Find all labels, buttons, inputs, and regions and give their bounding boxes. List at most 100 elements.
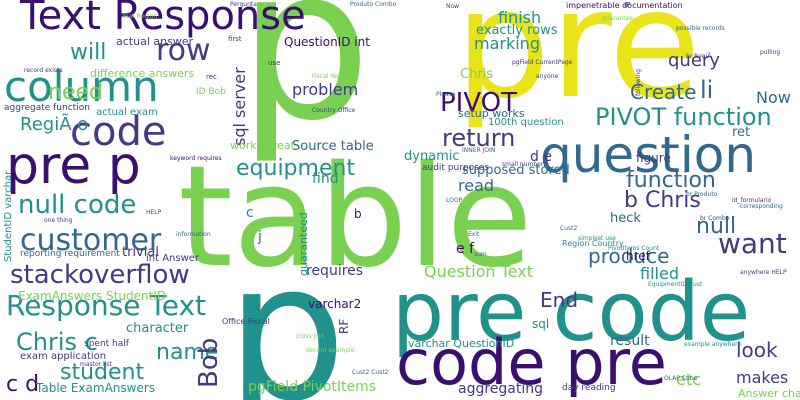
- cloud-word: guarantee: [602, 15, 633, 22]
- cloud-word: reporting requirement: [20, 249, 120, 259]
- cloud-word: id_formulario: [732, 197, 772, 204]
- cloud-word: stackoverflow: [10, 260, 190, 290]
- cloud-word: supposed stored: [462, 163, 570, 178]
- cloud-word: null code: [18, 190, 137, 220]
- cloud-word: filled: [640, 264, 679, 283]
- cloud-word: sql server: [230, 67, 249, 146]
- cloud-word: problem: [292, 80, 359, 99]
- cloud-word: 100th question: [488, 117, 564, 128]
- cloud-word: decent example: [306, 347, 355, 354]
- cloud-word: Chris c: [16, 328, 98, 356]
- cloud-word: want: [718, 227, 787, 260]
- cloud-word: pre code: [392, 265, 751, 360]
- cloud-word: p: [226, 222, 347, 400]
- cloud-word: exam application: [20, 351, 107, 362]
- cloud-word: customer: [20, 223, 162, 258]
- cloud-word: pgField CurrentPage: [512, 59, 573, 66]
- cloud-word: HELP: [146, 209, 162, 216]
- cloud-word: anywhere HELP: [740, 269, 787, 276]
- cloud-word: Exit: [468, 231, 480, 238]
- cloud-word: row: [156, 33, 211, 68]
- cloud-word: sum: [474, 251, 487, 258]
- cloud-word: Question Text: [424, 262, 534, 281]
- cloud-word: audit purposes: [422, 163, 490, 173]
- cloud-word: spent half: [84, 339, 129, 349]
- cloud-word: IP: [624, 1, 631, 9]
- cloud-word: equipment: [236, 156, 356, 181]
- cloud-word: read: [458, 176, 495, 195]
- cloud-word: RegiÃ o: [20, 114, 89, 135]
- cloud-word: setup works: [458, 107, 525, 120]
- cloud-word: br Combo: [700, 215, 730, 222]
- cloud-word: PIVOT: [440, 88, 518, 118]
- cloud-word: Now: [756, 88, 791, 107]
- cloud-word: e f: [456, 241, 474, 257]
- cloud-word: student: [60, 360, 145, 385]
- cloud-word: ExamAnswers StudentID: [18, 289, 167, 303]
- cloud-word: Cust2: [560, 225, 578, 232]
- cloud-word: requires: [306, 263, 364, 279]
- cloud-word: pulling: [760, 49, 781, 56]
- cloud-word: figure: [636, 151, 671, 165]
- cloud-word: c d: [6, 372, 40, 397]
- cloud-word: first: [228, 35, 242, 43]
- cloud-word: code: [70, 109, 167, 155]
- cloud-word: Region Country: [562, 239, 624, 248]
- cloud-word: Chris: [460, 67, 494, 82]
- cloud-word: aggregate function: [4, 103, 90, 113]
- cloud-word: mastor list: [80, 361, 112, 368]
- cloud-word: Cust2 Cust2: [352, 369, 389, 376]
- cloud-word: produce: [588, 244, 670, 268]
- cloud-word: pre p: [6, 136, 141, 196]
- cloud-word: li: [700, 76, 714, 104]
- cloud-word: Country Office: [312, 107, 356, 114]
- cloud-word: following: [635, 69, 642, 96]
- cloud-word: Now: [446, 3, 460, 10]
- cloud-word: code pre: [396, 326, 667, 399]
- cloud-word: Office Fiscal: [222, 317, 270, 326]
- cloud-word: null: [696, 214, 737, 239]
- cloud-word: j: [258, 229, 262, 245]
- cloud-word: function: [626, 168, 716, 193]
- cloud-word: LOOP: [446, 197, 463, 204]
- cloud-word: ID Bob: [196, 87, 226, 97]
- cloud-word: varchar QuestionID: [408, 337, 515, 350]
- cloud-word: Please: [436, 91, 456, 98]
- cloud-word: works great: [230, 139, 295, 152]
- cloud-word: Create: [630, 80, 697, 104]
- cloud-word: corresponding: [740, 203, 783, 210]
- cloud-word: int Answer: [146, 253, 200, 264]
- cloud-word: possible records: [676, 25, 725, 32]
- cloud-word: dynamic: [404, 149, 460, 164]
- cloud-word: look: [736, 338, 778, 362]
- cloud-word: Table ExamAnswers: [36, 381, 156, 395]
- cloud-word: href: [626, 249, 650, 263]
- cloud-word: End: [540, 288, 579, 312]
- cloud-word: PIVOT function: [595, 103, 772, 131]
- cloud-word: table: [178, 136, 533, 299]
- cloud-word: d e: [530, 149, 552, 165]
- cloud-word: example anywhere: [684, 341, 742, 348]
- cloud-word: Produto Combo: [350, 1, 397, 8]
- cloud-word: br RegiÃ: [686, 53, 712, 60]
- cloud-word: INNER JOIN: [462, 147, 496, 154]
- cloud-word: OLAP Cube: [664, 375, 698, 382]
- cloud-word: Answer char: [738, 387, 800, 400]
- cloud-word: use: [268, 59, 281, 67]
- cloud-word: aggregating: [458, 381, 544, 397]
- cloud-word: will: [70, 40, 107, 65]
- cloud-word: information: [176, 231, 211, 238]
- cloud-word: Fiscal Year: [312, 73, 344, 80]
- cloud-word: EquipmentID Cust: [648, 281, 703, 288]
- cloud-word: character: [126, 321, 189, 336]
- cloud-word: day reading: [562, 383, 616, 393]
- cloud-word: need: [48, 80, 103, 105]
- cloud-word: simplest use: [578, 235, 616, 242]
- cloud-word: pgField PivotItems: [248, 379, 377, 395]
- cloud-word: b: [354, 207, 362, 221]
- cloud-word: anyone: [536, 73, 559, 80]
- cloud-word: Bob: [194, 337, 224, 388]
- cloud-word: heck: [610, 211, 641, 226]
- cloud-word: RF: [337, 318, 351, 334]
